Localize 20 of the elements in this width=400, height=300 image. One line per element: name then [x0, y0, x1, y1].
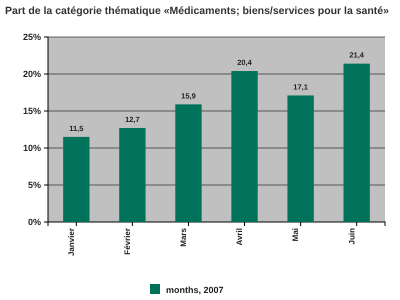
bar [63, 136, 90, 222]
legend-label: months, 2007 [166, 285, 224, 295]
x-tick-label: Juin [347, 228, 356, 244]
bar [119, 128, 146, 222]
x-tick-label: Mars [179, 227, 188, 247]
y-tick-label: 15% [22, 106, 41, 116]
x-tick-label: Avril [235, 228, 244, 246]
bar [287, 95, 314, 222]
x-tick-label: Février [122, 228, 132, 255]
chart-title: Part de la catégorie thématique «Médicaments; biens/services pour la santé» [5, 5, 390, 17]
y-tick-label: 5% [28, 180, 41, 190]
x-tick-label: Mai [291, 228, 300, 242]
y-tick-label: 0% [28, 216, 41, 227]
x-tick-label: Janvier [66, 228, 76, 256]
bar [175, 104, 202, 222]
bar [344, 64, 370, 222]
y-tick-label: 25% [22, 32, 41, 42]
y-tick-label: 20% [22, 68, 41, 79]
y-tick-label: 10% [22, 142, 41, 153]
bar [231, 71, 258, 222]
